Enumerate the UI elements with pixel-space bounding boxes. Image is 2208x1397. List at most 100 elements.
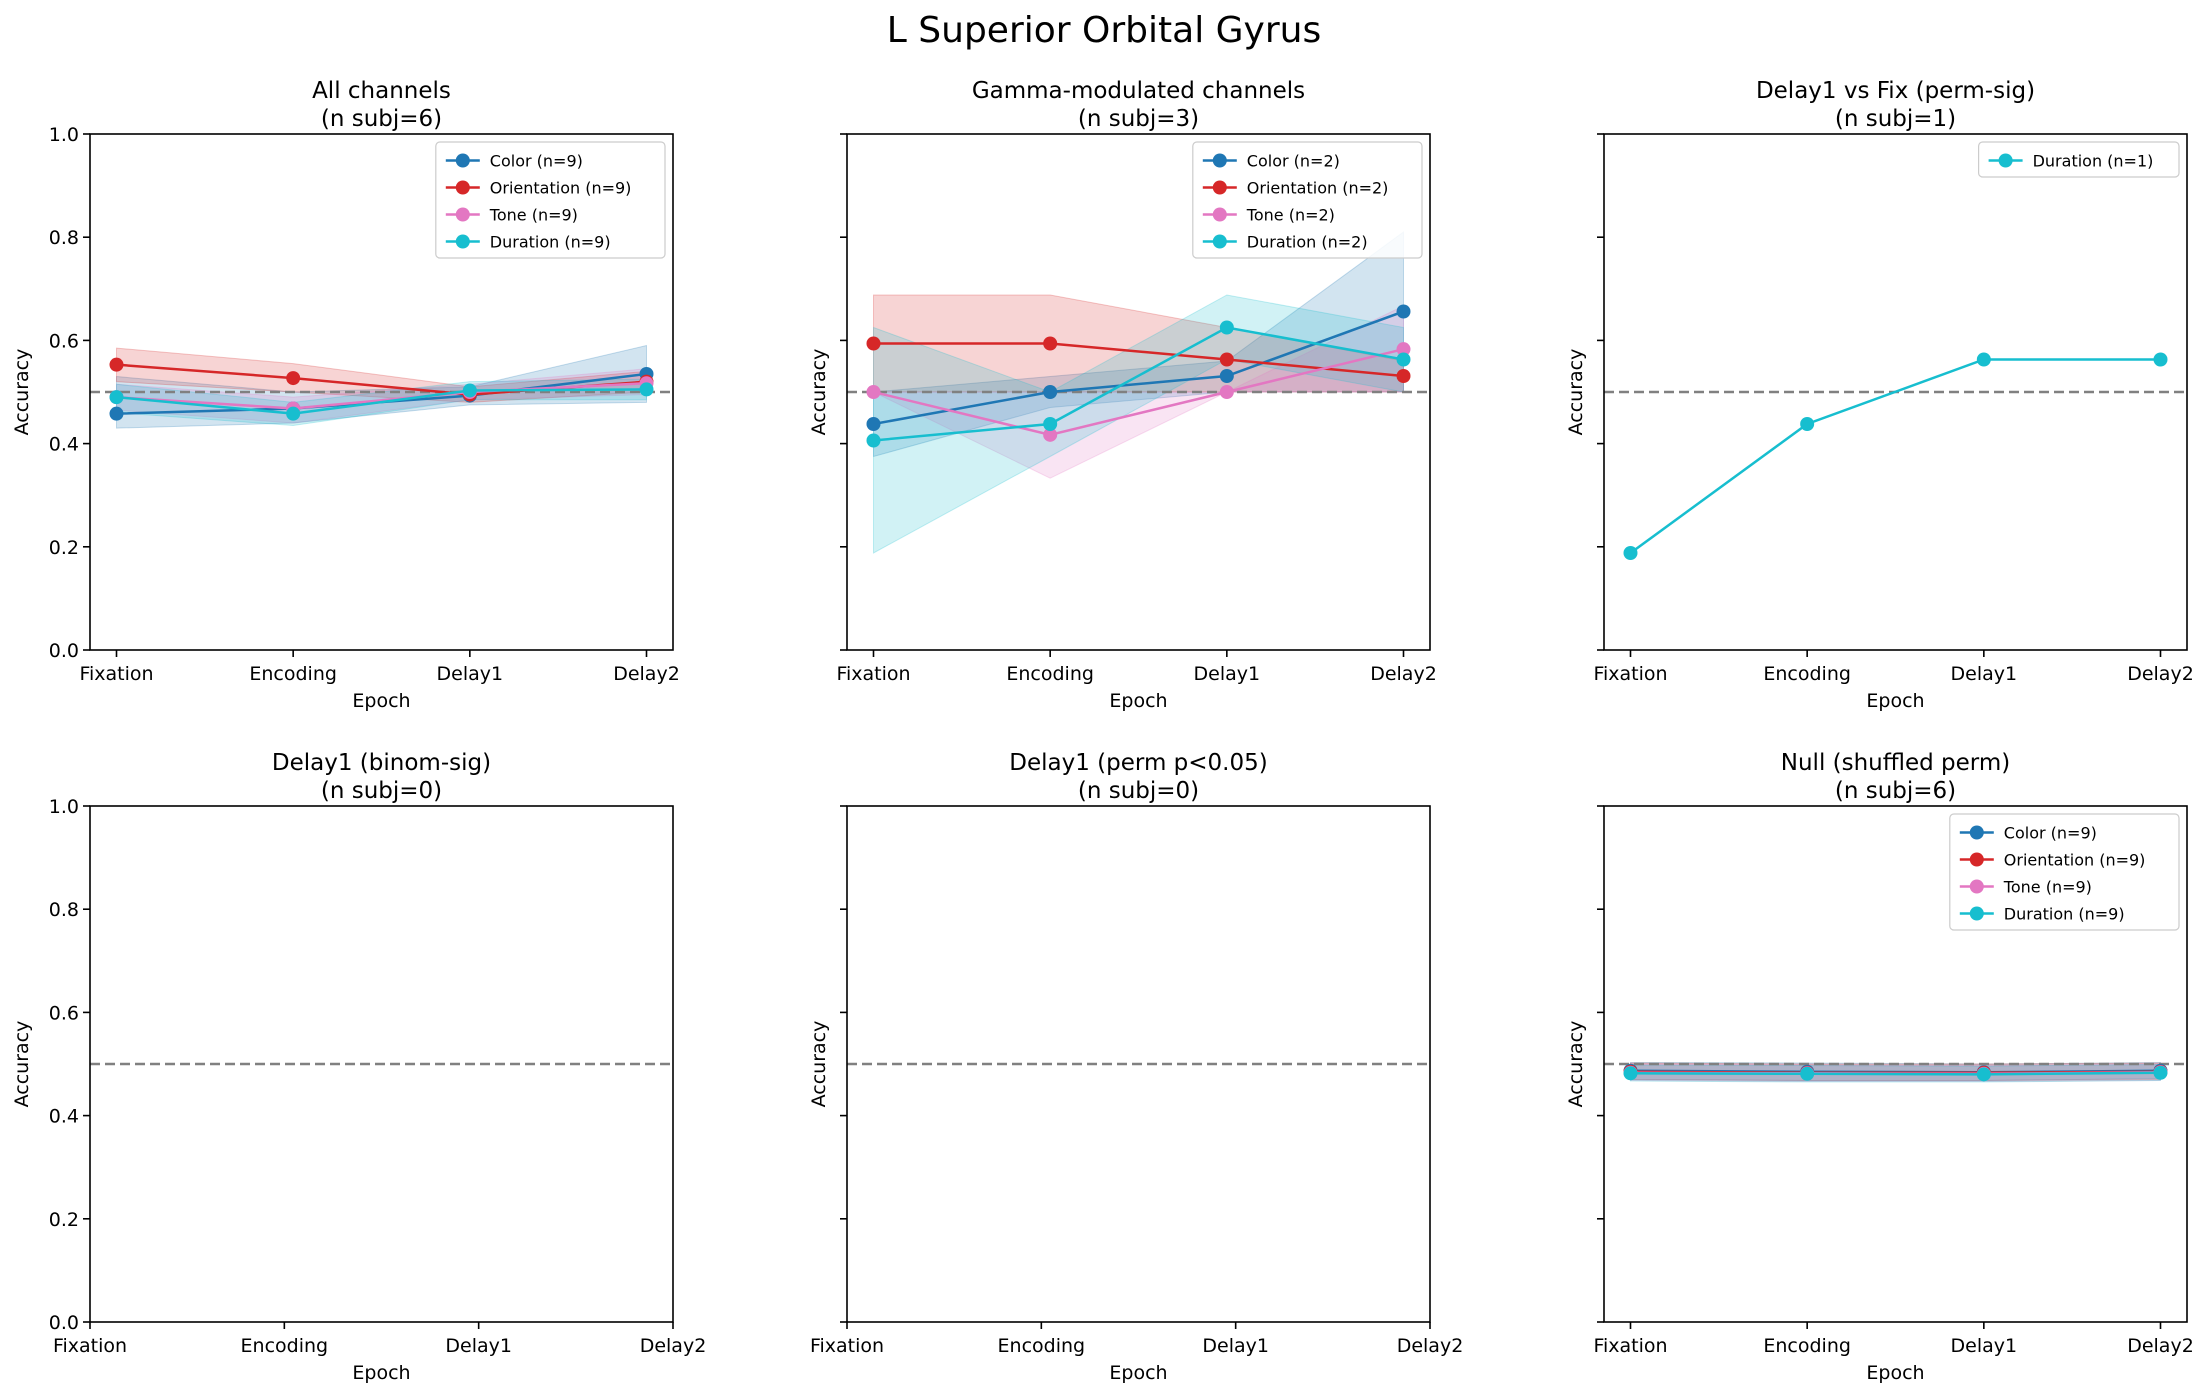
data-point-color	[109, 406, 124, 421]
data-point-orientation	[1396, 369, 1411, 384]
data-point-orientation	[109, 357, 124, 372]
x-tick-label: Fixation	[836, 663, 910, 685]
chart-panel-1: All channels(n subj=6) 0.0 0.2 0.4 0.6 0.8 1.0…	[11, 78, 680, 712]
y-axis-label: Accuracy	[1565, 1021, 1587, 1108]
data-point-duration	[639, 382, 654, 397]
x-axis-label: Epoch	[1866, 1362, 1924, 1384]
x-tick-label: Fixation	[810, 1335, 884, 1357]
y-axis-label: Accuracy	[808, 349, 830, 436]
legend-marker	[455, 180, 470, 195]
y-tick-label: 1.0	[49, 124, 79, 146]
panel-subtitle: (n subj=0)	[321, 778, 442, 804]
legend-label: Color (n=2)	[1247, 152, 1340, 171]
y-tick-label: 1.0	[49, 796, 79, 818]
data-point-duration	[866, 433, 881, 448]
data-point-duration	[2153, 1065, 2168, 1080]
figure-title: L Superior Orbital Gyrus	[887, 10, 1321, 51]
y-tick-label: 0.2	[49, 537, 79, 559]
chart-panel-6: Null (shuffled perm)(n subj=6) Fixation En…	[1565, 750, 2194, 1384]
x-tick-label: Delay2	[2127, 1335, 2194, 1357]
x-tick-label: Delay1	[1194, 663, 1261, 685]
x-tick-label: Delay1	[1202, 1335, 1269, 1357]
legend: Color (n=9) Orientation (n=9) Tone (n=9) Du…	[1949, 813, 2180, 931]
panel-subtitle: (n subj=6)	[1835, 778, 1956, 804]
legend-marker	[1212, 153, 1227, 168]
y-axis-label: Accuracy	[808, 1021, 830, 1108]
series-line-duration	[873, 326, 1404, 442]
data-point-tone	[866, 385, 881, 399]
legend-label: Duration (n=2)	[1247, 233, 1368, 252]
y-axis-label: Accuracy	[1565, 349, 1587, 436]
y-tick-label: 0.8	[49, 227, 79, 249]
x-tick-label: Delay2	[640, 1335, 707, 1357]
x-axis-label: Epoch	[352, 1362, 410, 1384]
data-point-color	[866, 416, 881, 431]
x-tick-label: Encoding	[1763, 663, 1851, 685]
series-line-orientation	[873, 342, 1404, 378]
legend: Duration (n=1)	[1977, 141, 2180, 178]
x-axis-label: Epoch	[1109, 1362, 1167, 1384]
legend-label: Color (n=9)	[2004, 824, 2097, 843]
ci-band-color	[116, 344, 647, 429]
chart-panel-3: Delay1 vs Fix (perm-sig)(n subj=1) Fixati…	[1565, 78, 2194, 712]
x-tick-label: Encoding	[998, 1335, 1086, 1357]
data-point-tone	[1219, 385, 1234, 399]
panel-title: Delay1 (binom-sig)	[272, 750, 491, 776]
x-tick-label: Delay2	[1397, 1335, 1464, 1357]
legend-box	[1977, 141, 2180, 178]
legend-marker	[1969, 906, 1984, 921]
axes-frame	[846, 805, 1431, 1323]
panel-title: Null (shuffled perm)	[1781, 750, 2010, 776]
data-point-color	[1219, 369, 1234, 384]
y-tick-label: 0.0	[49, 1312, 79, 1334]
panel-title: Delay1 vs Fix (perm-sig)	[1756, 78, 2035, 104]
x-tick-label: Fixation	[1593, 1335, 1667, 1357]
y-tick-label: 0.2	[49, 1209, 79, 1231]
legend-marker	[1212, 180, 1227, 195]
data-point-orientation	[1043, 336, 1058, 351]
data-point-duration	[1800, 416, 1815, 431]
legend-box	[435, 141, 666, 259]
x-tick-label: Fixation	[79, 663, 153, 685]
x-tick-label: Delay2	[1370, 663, 1437, 685]
x-tick-label: Fixation	[1593, 663, 1667, 685]
x-tick-label: Delay1	[1951, 1335, 2018, 1357]
x-tick-label: Delay2	[2127, 663, 2194, 685]
legend-marker	[455, 207, 470, 222]
data-point-duration	[1043, 416, 1058, 431]
legend-box	[1949, 813, 2180, 931]
x-axis-label: Epoch	[352, 690, 410, 712]
legend-marker	[1969, 825, 1984, 840]
legend-label: Orientation (n=2)	[1247, 179, 1389, 198]
legend-box	[1192, 141, 1423, 259]
y-tick-label: 0.4	[49, 1106, 79, 1128]
axes-frame	[89, 805, 674, 1323]
x-tick-label: Encoding	[249, 663, 337, 685]
axes-frame	[1603, 805, 2188, 1323]
x-axis-label: Epoch	[1109, 690, 1167, 712]
data-point-duration	[1976, 1067, 1991, 1082]
data-point-duration	[1800, 1066, 1815, 1081]
panel-subtitle: (n subj=0)	[1078, 778, 1199, 804]
legend-label: Tone (n=9)	[489, 206, 578, 225]
data-point-tone	[1043, 427, 1058, 442]
data-point-duration	[1396, 352, 1411, 367]
legend-label: Orientation (n=9)	[2004, 851, 2146, 870]
legend-marker	[455, 153, 470, 168]
data-point-orientation	[1219, 352, 1234, 367]
legend-label: Orientation (n=9)	[490, 179, 632, 198]
series-line-tone	[873, 347, 1404, 437]
panel-title: Gamma-modulated channels	[972, 78, 1305, 104]
panel-title: All channels	[312, 78, 451, 104]
data-point-duration	[109, 390, 124, 405]
y-tick-label: 0.6	[49, 1002, 79, 1024]
series-line-duration	[1629, 358, 2161, 555]
legend-marker	[1212, 234, 1227, 249]
x-tick-label: Encoding	[1006, 663, 1094, 685]
series-line-duration	[116, 388, 647, 415]
x-tick-label: Encoding	[1763, 1335, 1851, 1357]
data-point-orientation	[866, 336, 881, 351]
x-tick-label: Delay2	[613, 663, 680, 685]
axes-frame	[89, 133, 674, 651]
